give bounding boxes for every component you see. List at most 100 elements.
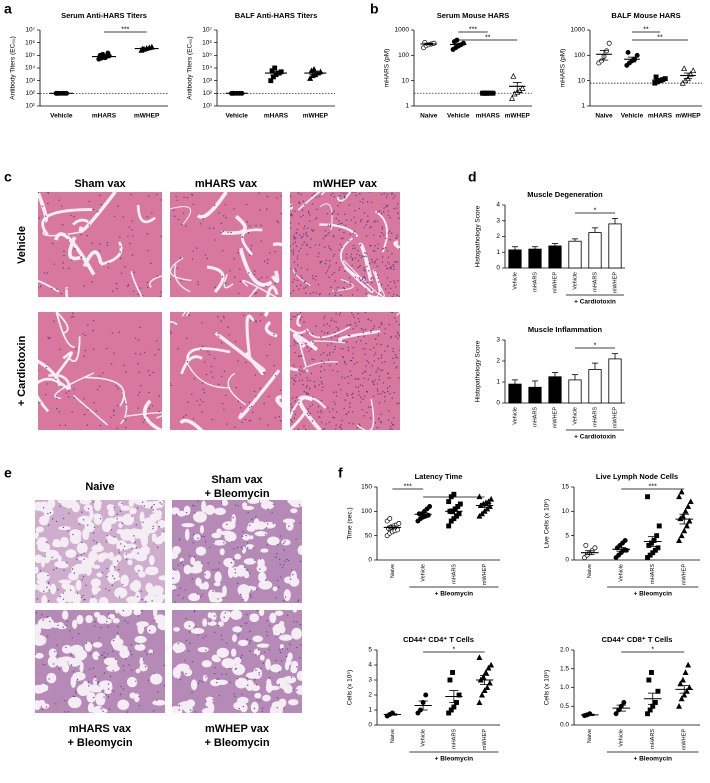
nucleus xyxy=(146,233,149,235)
nucleus xyxy=(285,655,288,658)
nucleus xyxy=(325,259,328,261)
nucleus xyxy=(343,288,346,290)
data-point xyxy=(448,707,454,713)
nucleus xyxy=(296,621,298,623)
x-tick-label: mHARS xyxy=(476,113,501,120)
nucleus xyxy=(320,360,323,362)
nucleus xyxy=(115,385,117,387)
alveolus xyxy=(216,647,229,658)
alveolus xyxy=(99,552,111,560)
nucleus xyxy=(119,510,122,513)
nucleus xyxy=(64,711,66,713)
nucleus xyxy=(338,249,340,251)
alveolus xyxy=(173,627,180,632)
gap xyxy=(340,237,367,282)
alveolus xyxy=(149,513,162,521)
nucleus xyxy=(88,685,90,687)
nucleus xyxy=(298,355,301,358)
nucleus xyxy=(386,277,389,279)
significance-label: *** xyxy=(469,26,477,33)
nucleus xyxy=(185,414,187,416)
nucleus xyxy=(359,200,361,203)
alveolus xyxy=(172,706,183,713)
nucleus xyxy=(104,656,107,658)
alveolus xyxy=(292,610,297,613)
gap xyxy=(85,376,125,407)
nucleus xyxy=(134,337,137,340)
nucleus xyxy=(235,667,238,670)
nucleus xyxy=(293,238,296,240)
nucleus xyxy=(113,536,116,538)
nucleus xyxy=(306,284,309,287)
nucleus xyxy=(103,672,106,674)
y-tick-label: 10² xyxy=(203,90,213,97)
nucleus xyxy=(380,212,383,215)
nucleus xyxy=(241,535,244,538)
x-tick-label: mWHEP xyxy=(675,113,701,120)
nucleus xyxy=(376,220,379,222)
nucleus xyxy=(84,598,86,601)
nucleus xyxy=(234,668,237,671)
nucleus xyxy=(380,357,383,359)
alveolus xyxy=(283,518,296,524)
nucleus xyxy=(158,348,160,351)
alveolus xyxy=(129,500,143,503)
nucleus xyxy=(133,535,135,537)
data-point xyxy=(476,699,483,705)
alveolus xyxy=(267,685,280,691)
nucleus xyxy=(322,386,324,389)
nucleus xyxy=(332,192,334,194)
nucleus xyxy=(237,360,239,362)
nucleus xyxy=(320,421,323,424)
image-label: Naive xyxy=(85,481,114,493)
nucleus xyxy=(365,390,368,393)
nucleus xyxy=(213,541,215,543)
nucleus xyxy=(274,282,277,285)
alveolus xyxy=(107,509,115,517)
nucleus xyxy=(81,541,83,544)
nucleus xyxy=(213,672,216,675)
alveolus xyxy=(258,580,273,590)
alveolus xyxy=(61,500,73,508)
nucleus xyxy=(388,410,390,412)
nucleus xyxy=(395,237,397,239)
nucleus xyxy=(372,327,374,330)
nucleus xyxy=(334,345,336,347)
nucleus xyxy=(255,395,257,398)
data-point xyxy=(457,501,463,507)
nucleus xyxy=(73,216,75,218)
nucleus xyxy=(325,272,327,274)
nucleus xyxy=(341,419,343,422)
nucleus xyxy=(47,582,50,585)
y-tick-label: 2 xyxy=(496,233,500,240)
nucleus xyxy=(370,258,373,261)
gap xyxy=(290,411,307,430)
nucleus xyxy=(354,322,357,324)
nucleus xyxy=(362,255,364,257)
nucleus xyxy=(115,282,118,285)
nucleus xyxy=(306,235,309,237)
nucleus xyxy=(48,678,50,680)
nucleus xyxy=(133,271,136,273)
nucleus xyxy=(179,678,182,681)
nucleus xyxy=(280,195,282,197)
nucleus xyxy=(396,234,399,237)
nucleus xyxy=(225,642,228,644)
nucleus xyxy=(395,356,397,359)
gap xyxy=(319,203,333,230)
nucleus xyxy=(191,578,193,580)
nucleus xyxy=(254,679,256,681)
nucleus xyxy=(203,361,206,363)
nucleus xyxy=(381,369,383,372)
nucleus xyxy=(297,599,300,601)
nucleus xyxy=(249,630,251,633)
nucleus xyxy=(160,235,162,238)
nucleus xyxy=(367,378,370,380)
y-axis-label: Histopathology Score xyxy=(475,340,482,402)
nucleus xyxy=(170,331,172,333)
nucleus xyxy=(71,636,73,639)
nucleus xyxy=(119,246,121,248)
nucleus xyxy=(372,277,374,279)
nucleus xyxy=(349,323,352,326)
nucleus xyxy=(204,540,207,543)
